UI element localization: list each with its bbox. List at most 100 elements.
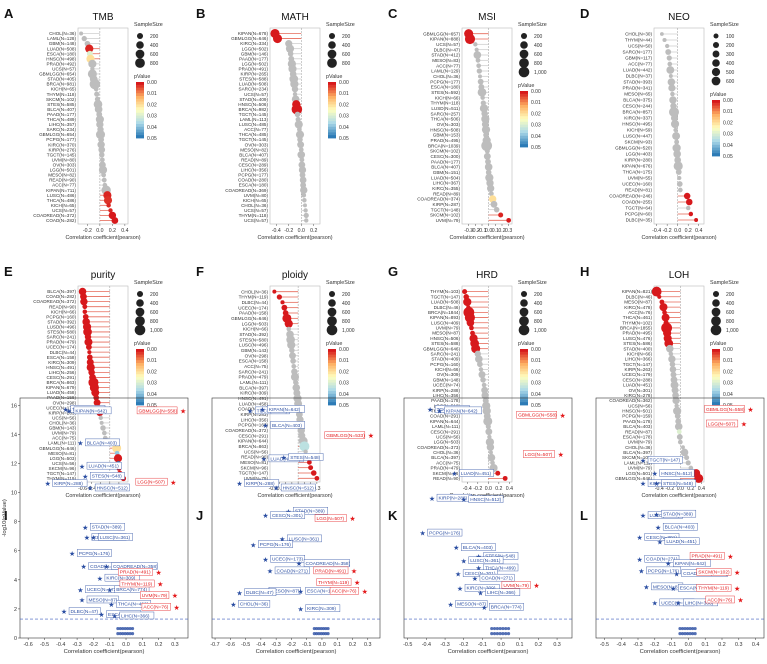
p-legend-label: 0.01 bbox=[339, 358, 349, 364]
lollipop-dot bbox=[98, 146, 106, 154]
point-label-box bbox=[267, 405, 305, 413]
row-label: SKCM(N=96) bbox=[49, 466, 77, 471]
row-label: CHOL(N=36) bbox=[625, 445, 652, 450]
panel-a: A TMB CHOL(N=36)LAML(N=128)GBM(N=148)LUAD(… bbox=[4, 6, 163, 241]
p-legend-label: 0.03 bbox=[723, 132, 733, 138]
row-label: MESO(N=87) bbox=[432, 331, 460, 336]
row-label: LUAD(N=508) bbox=[47, 46, 76, 51]
lollipop-dot bbox=[673, 127, 678, 133]
row-label: CESC(N=291) bbox=[239, 433, 269, 438]
point-marker: ★ bbox=[236, 589, 242, 597]
p-legend-swatch bbox=[520, 371, 528, 375]
x-tick-label: -0.4 bbox=[463, 486, 472, 492]
lollipop-dot bbox=[98, 165, 108, 175]
row-label: THCA(N=489) bbox=[47, 117, 77, 122]
lollipop-dot bbox=[673, 150, 681, 158]
p-legend-swatch bbox=[520, 130, 528, 134]
row-label: DLBC(N=46) bbox=[434, 305, 461, 310]
lollipop-dot bbox=[291, 85, 299, 93]
lollipop-dot bbox=[290, 372, 300, 382]
lollipop-dot bbox=[102, 430, 107, 436]
x-tick-label: 0.3 bbox=[505, 228, 512, 234]
point-label: ACC(N=76) bbox=[143, 605, 168, 611]
point-label: DLBC(N=47) bbox=[71, 609, 99, 615]
row-label: READ(N=81) bbox=[625, 188, 652, 193]
p-legend-swatch bbox=[712, 354, 720, 358]
lollipop-dot bbox=[688, 211, 694, 217]
size-legend-label: 800 bbox=[150, 61, 159, 67]
lollipop-dot bbox=[302, 198, 307, 203]
row-label: SARC(N=257) bbox=[431, 111, 461, 116]
lollipop-dot bbox=[299, 157, 305, 163]
x-tick-label: 0.0 bbox=[485, 486, 492, 492]
p-legend-swatch bbox=[136, 93, 144, 97]
row-label: THYM(N=44) bbox=[625, 38, 653, 43]
point-label: BLCA(N=403) bbox=[272, 423, 302, 429]
point-label: UCEC(N=173) bbox=[87, 587, 118, 593]
p-legend-swatch bbox=[712, 122, 720, 126]
point-marker: ★ bbox=[77, 586, 83, 594]
row-label: LUAD(N=508) bbox=[431, 300, 460, 305]
lollipop-dot bbox=[111, 217, 119, 224]
size-legend-dot bbox=[328, 32, 336, 40]
lollipop-dot bbox=[481, 125, 491, 134]
point-label-box bbox=[664, 537, 700, 545]
p-legend-swatch bbox=[712, 100, 720, 104]
point-label: ESCA(N=179) bbox=[307, 589, 338, 595]
point-marker: ★ bbox=[66, 407, 72, 415]
p-legend-swatch bbox=[520, 351, 528, 355]
lollipop-dot bbox=[685, 460, 691, 466]
p-legend-label: 0.05 bbox=[531, 403, 541, 409]
row-label: LAML(N=111) bbox=[432, 424, 461, 429]
nonsig-dot bbox=[506, 632, 511, 636]
x-tick-label: 0.0 bbox=[485, 228, 492, 234]
point-label: STES(N=548) bbox=[663, 481, 693, 487]
row-label: DLBC(N=44) bbox=[50, 350, 77, 355]
p-legend-swatch bbox=[328, 349, 336, 353]
x-tick-label: -0.3 bbox=[271, 642, 280, 648]
lollipop-dot bbox=[486, 443, 495, 451]
lollipop-dot bbox=[673, 161, 683, 171]
x-tick-label: 0.1 bbox=[516, 642, 524, 648]
row-label: TGCT(N=148) bbox=[431, 207, 461, 212]
row-label: KIPAN(N=711) bbox=[46, 188, 76, 193]
panel-title: MATH bbox=[281, 12, 309, 23]
x-axis-label: Correlation coefficient(pearson) bbox=[256, 649, 337, 655]
p-legend-swatch bbox=[136, 391, 144, 395]
lollipop-dot bbox=[83, 327, 92, 337]
lollipop-dot bbox=[291, 364, 297, 369]
size-legend-label: 600 bbox=[534, 310, 543, 316]
nonsig-dot bbox=[678, 626, 682, 631]
row-label: DLBC(N=44) bbox=[242, 300, 269, 305]
point-marker: ★ bbox=[655, 524, 661, 532]
row-label: LIHC(N=356) bbox=[433, 393, 461, 398]
p-legend-label: 0.00 bbox=[531, 347, 541, 353]
x-tick-label: 0.2 bbox=[310, 228, 317, 234]
lollipop-dot bbox=[488, 191, 494, 197]
p-legend-swatch bbox=[520, 357, 528, 361]
p-legend-label: 0.03 bbox=[723, 381, 733, 387]
point-marker: ★ bbox=[734, 585, 740, 593]
plot-frame bbox=[461, 285, 513, 483]
row-label: LIHC(N=356) bbox=[241, 417, 269, 422]
lollipop-dot bbox=[101, 177, 107, 183]
point-label: BLCA(N=403) bbox=[665, 525, 695, 531]
point-label: HNSC(N=512) bbox=[470, 497, 501, 503]
p-legend-swatch bbox=[520, 399, 528, 403]
y-tick-label: 14 bbox=[11, 432, 17, 438]
size-legend-label: 1,000 bbox=[534, 328, 547, 334]
p-legend-title: pValue bbox=[518, 341, 534, 347]
point-label-box bbox=[288, 453, 324, 461]
panel-letter: C bbox=[388, 6, 398, 21]
row-label: CHOL(N=36) bbox=[241, 289, 268, 294]
point-label: COADREAD(N=358) bbox=[113, 564, 158, 570]
lollipop-dot bbox=[672, 396, 680, 405]
point-marker: ★ bbox=[427, 406, 433, 414]
p-legend-swatch bbox=[520, 379, 528, 383]
point-marker: ★ bbox=[747, 406, 753, 414]
size-legend-label: 400 bbox=[342, 43, 351, 49]
point-label-box bbox=[52, 479, 88, 487]
row-label: KIRC(N=478) bbox=[624, 305, 652, 310]
lollipop-dot bbox=[476, 68, 483, 74]
panel-title: purity bbox=[91, 270, 115, 281]
